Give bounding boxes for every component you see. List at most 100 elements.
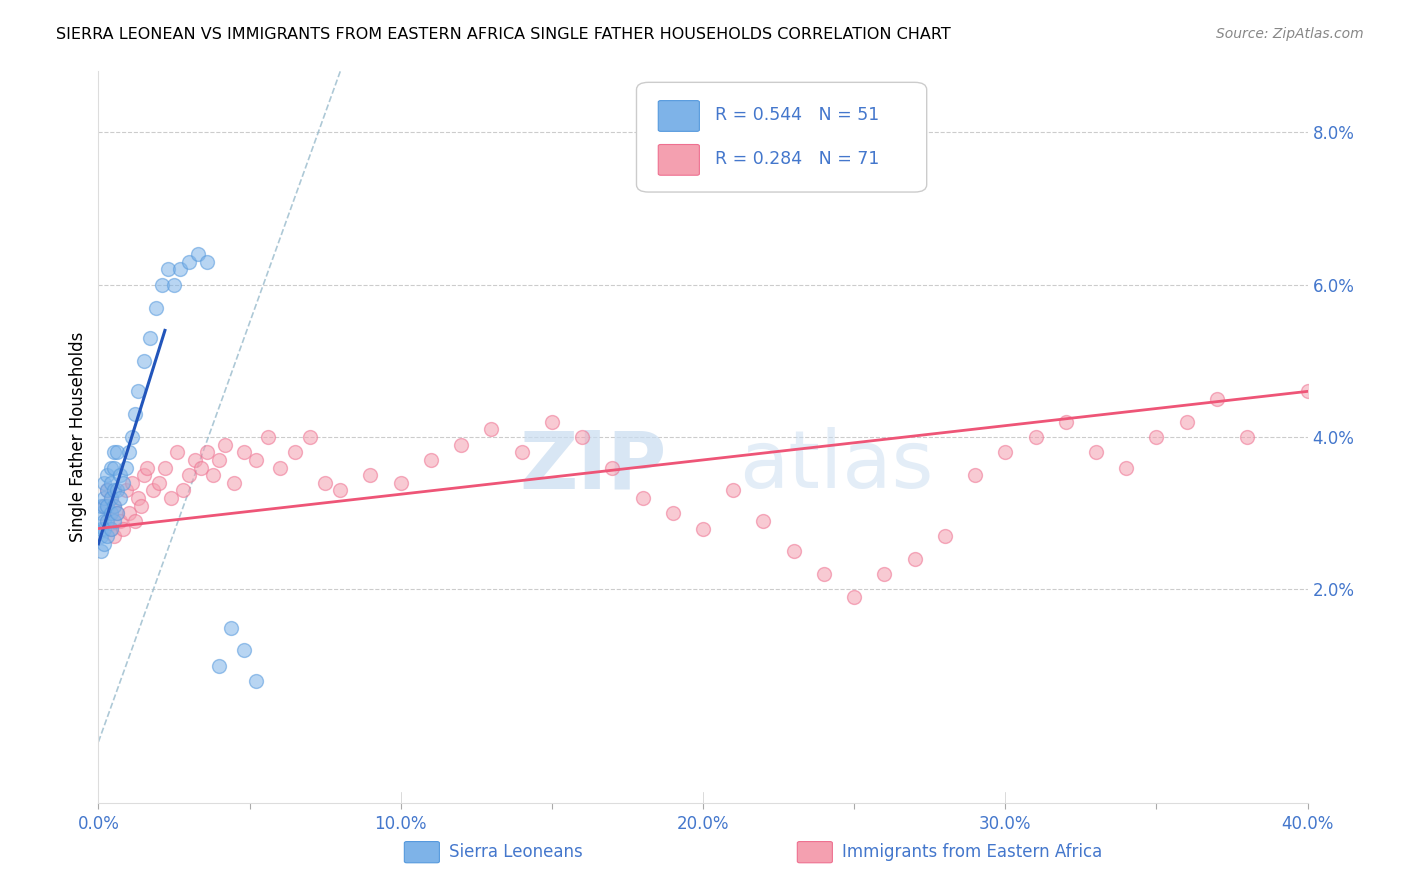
Point [202, 468, 225, 483]
Point [631, 491, 654, 505]
Point [1024, 430, 1046, 444]
Text: Immigrants from Eastern Africa: Immigrants from Eastern Africa [842, 843, 1102, 861]
Text: ZIP: ZIP [519, 427, 666, 506]
Point [93, 475, 115, 490]
Point [1144, 430, 1167, 444]
Point [1175, 415, 1198, 429]
FancyBboxPatch shape [658, 101, 699, 131]
Point [132, 468, 155, 483]
Point [103, 499, 125, 513]
Point [96, 499, 118, 513]
Point [195, 445, 218, 459]
Point [105, 483, 128, 498]
Point [844, 590, 866, 604]
Point [103, 514, 125, 528]
Point [232, 445, 254, 459]
Point [111, 521, 134, 535]
Point [661, 506, 683, 520]
Point [118, 506, 141, 520]
Point [108, 514, 131, 528]
Text: SIERRA LEONEAN VS IMMIGRANTS FROM EASTERN AFRICA SINGLE FATHER HOUSEHOLDS CORREL: SIERRA LEONEAN VS IMMIGRANTS FROM EASTER… [56, 27, 950, 42]
Point [124, 407, 146, 421]
Point [153, 460, 176, 475]
Point [96, 483, 118, 498]
Point [145, 301, 167, 315]
Point [224, 475, 246, 490]
Point [121, 475, 143, 490]
Point [692, 521, 714, 535]
Point [100, 506, 122, 520]
Point [90, 544, 112, 558]
Point [135, 460, 157, 475]
Point [179, 255, 201, 269]
Point [214, 438, 236, 452]
Text: Sierra Leoneans: Sierra Leoneans [449, 843, 583, 861]
Point [118, 445, 141, 459]
FancyBboxPatch shape [797, 841, 832, 863]
Point [111, 475, 134, 490]
Point [360, 468, 382, 483]
Point [813, 567, 835, 582]
Text: Source: ZipAtlas.com: Source: ZipAtlas.com [1216, 27, 1364, 41]
Point [1115, 460, 1137, 475]
Point [93, 521, 115, 535]
Point [127, 491, 149, 505]
FancyBboxPatch shape [658, 145, 699, 175]
Point [269, 460, 291, 475]
Point [1054, 415, 1077, 429]
Point [90, 499, 112, 513]
Point [114, 460, 136, 475]
Point [90, 506, 112, 520]
Point [93, 499, 115, 513]
Point [1236, 430, 1258, 444]
Point [100, 475, 122, 490]
Point [93, 499, 115, 513]
FancyBboxPatch shape [405, 841, 440, 863]
Point [184, 453, 207, 467]
Point [121, 430, 143, 444]
Point [723, 483, 745, 498]
Text: R = 0.284   N = 71: R = 0.284 N = 71 [716, 150, 880, 168]
Point [752, 514, 775, 528]
Point [1085, 445, 1108, 459]
Point [166, 445, 188, 459]
Point [148, 475, 170, 490]
Point [873, 567, 896, 582]
Point [108, 491, 131, 505]
Point [96, 514, 118, 528]
Point [114, 483, 136, 498]
Point [108, 468, 131, 483]
Point [127, 384, 149, 399]
FancyBboxPatch shape [637, 82, 927, 192]
Point [1296, 384, 1319, 399]
Point [96, 468, 118, 483]
Point [103, 483, 125, 498]
Point [129, 499, 152, 513]
Point [208, 453, 231, 467]
Point [420, 453, 443, 467]
Point [100, 491, 122, 505]
Point [994, 445, 1017, 459]
Point [93, 514, 115, 528]
Point [90, 529, 112, 543]
Point [179, 468, 201, 483]
Point [571, 430, 593, 444]
Point [100, 521, 122, 535]
Point [195, 255, 218, 269]
Point [156, 262, 179, 277]
Point [103, 529, 125, 543]
Point [221, 621, 243, 635]
Point [481, 422, 503, 436]
Point [187, 247, 209, 261]
Point [256, 430, 278, 444]
Point [510, 445, 533, 459]
Point [450, 438, 472, 452]
Point [232, 643, 254, 657]
Point [100, 491, 122, 505]
Y-axis label: Single Father Households: Single Father Households [69, 332, 87, 542]
Point [965, 468, 987, 483]
Point [245, 673, 267, 688]
Point [540, 415, 562, 429]
Point [160, 491, 183, 505]
Point [93, 537, 115, 551]
